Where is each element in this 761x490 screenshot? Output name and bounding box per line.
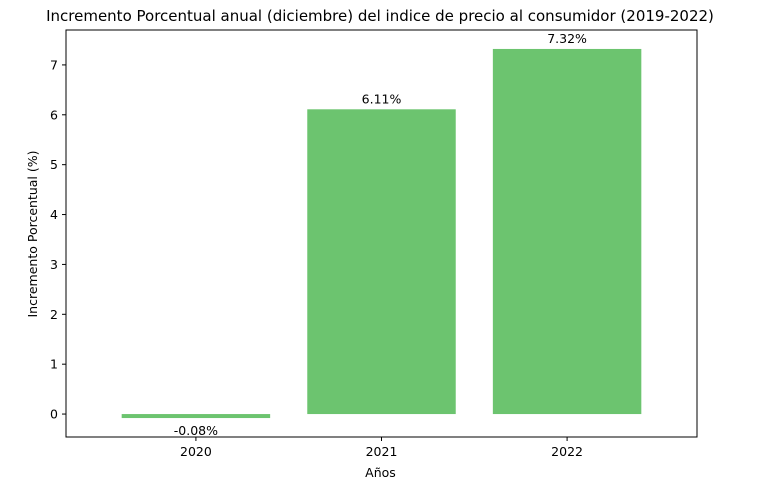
bar-2022	[492, 48, 642, 415]
plot-area: -0.08% 6.11% 7.32% 0 1 2 3 4 5 6 7 2020 2021 2022	[50, 29, 698, 459]
bar-2021	[307, 109, 456, 415]
x-axis-title: Años	[365, 465, 396, 480]
y-tick-label-5: 5	[50, 157, 58, 172]
y-tick-label-3: 3	[50, 257, 58, 272]
plot-frame	[65, 29, 698, 438]
y-tick-label-1: 1	[50, 357, 58, 372]
x-tick-label-2021: 2021	[366, 444, 398, 459]
y-tick-label-6: 6	[50, 107, 58, 122]
chart-title: Incremento Porcentual anual (diciembre) …	[46, 7, 714, 25]
y-tick-label-2: 2	[50, 307, 58, 322]
x-tick-label-2022: 2022	[551, 444, 583, 459]
bar-2020	[121, 414, 271, 419]
data-label-2022: 7.32%	[547, 31, 587, 46]
x-tick-label-2020: 2020	[180, 444, 212, 459]
y-tick-label-4: 4	[50, 207, 58, 222]
y-tick-label-7: 7	[50, 57, 58, 72]
y-tick-label-0: 0	[50, 407, 58, 422]
y-axis-title: Incremento Porcentual (%)	[25, 151, 40, 318]
data-label-2020: -0.08%	[174, 423, 218, 438]
data-label-2021: 6.11%	[362, 91, 402, 106]
